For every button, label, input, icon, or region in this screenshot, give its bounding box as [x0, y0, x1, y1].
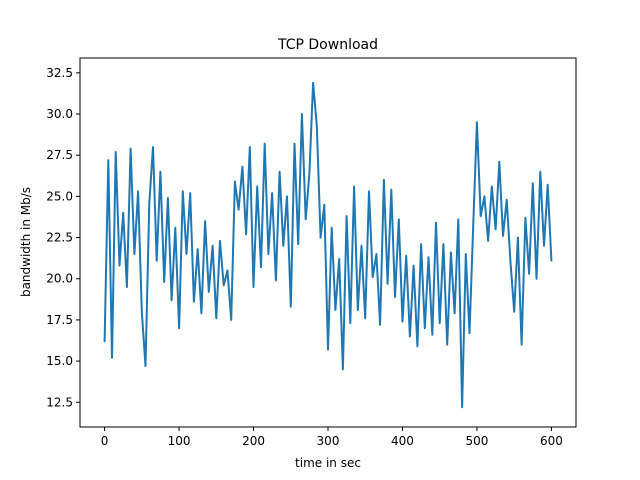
- y-tick-label: 22.5: [46, 231, 73, 245]
- x-tick-label: 0: [101, 434, 109, 448]
- x-tick-label: 400: [391, 434, 414, 448]
- y-tick-label: 25.0: [46, 189, 73, 203]
- y-tick-label: 12.5: [46, 395, 73, 409]
- x-tick-label: 300: [317, 434, 340, 448]
- x-axis-label: time in sec: [295, 456, 361, 470]
- plot-frame: [79, 57, 577, 428]
- y-tick-label: 20.0: [46, 272, 73, 286]
- x-tick-label: 200: [242, 434, 265, 448]
- y-tick-label: 32.5: [46, 66, 73, 80]
- y-tick-label: 30.0: [46, 107, 73, 121]
- y-axis-label: bandwidth in Mb/s: [19, 187, 33, 297]
- x-tick-label: 600: [540, 434, 563, 448]
- chart-title: TCP Download: [277, 37, 378, 53]
- y-tick-label: 27.5: [46, 148, 73, 162]
- y-tick-label: 17.5: [46, 313, 73, 327]
- series-line: [103, 81, 553, 409]
- axis-ticks: 0 100 200 300 400 500 600 12.5 15.0 17.5 20.0 22.5 2…: [46, 66, 563, 448]
- y-tick-label: 15.0: [46, 354, 73, 368]
- x-tick-label: 500: [465, 434, 488, 448]
- x-tick-label: 100: [168, 434, 191, 448]
